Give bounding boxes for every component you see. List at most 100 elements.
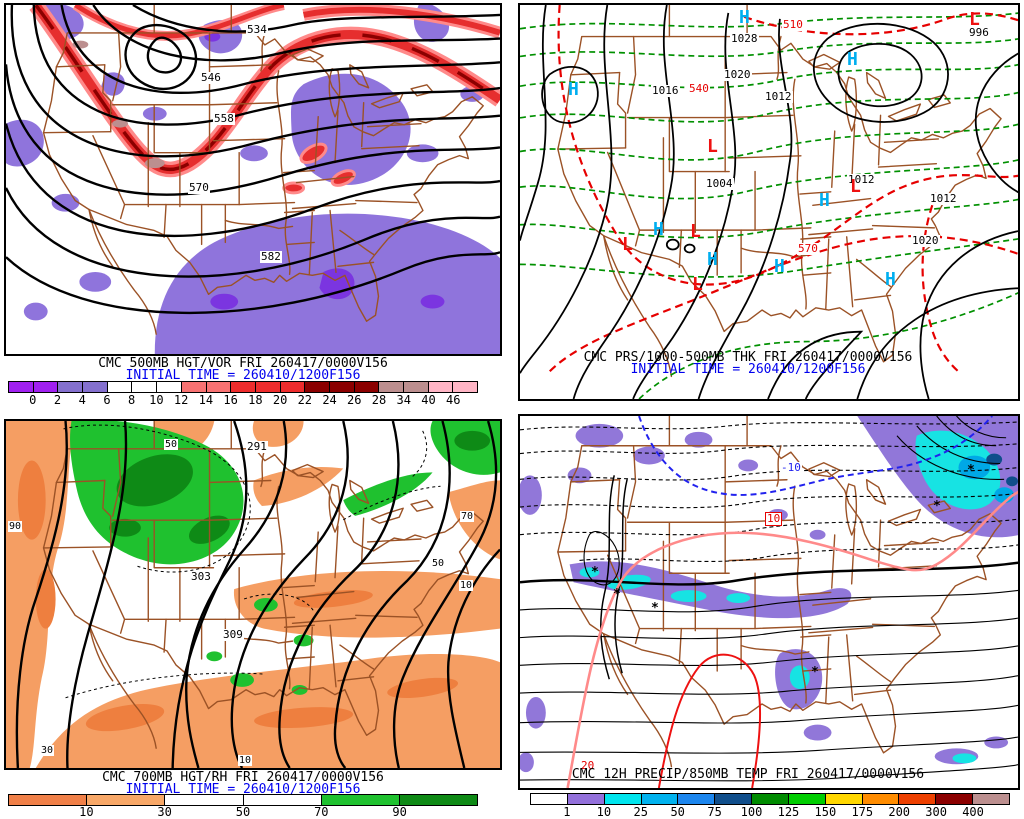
map-500mb-svg bbox=[6, 5, 500, 354]
colorbar-tick: 22 bbox=[297, 393, 313, 407]
panel-title: CMC 12H PRECIP/850MB TEMP FRI 260417/000… bbox=[571, 767, 925, 782]
colorbar-cell bbox=[9, 382, 34, 392]
colorbar-cell bbox=[788, 794, 826, 804]
colorbar-cell bbox=[428, 382, 454, 392]
vorticity-colorbar bbox=[8, 381, 478, 393]
colorbar-cell bbox=[9, 795, 88, 805]
rh-colorbar bbox=[8, 794, 478, 806]
map-mslp-thickness: 1028 1020 1016 1012 1004 1012 1012 1020 996 510 54… bbox=[518, 3, 1020, 401]
initial-time-caption: INITIAL TIME = 260410/1200F156 bbox=[125, 368, 361, 383]
colorbar-cell bbox=[899, 794, 937, 804]
colorbar-cell bbox=[567, 794, 605, 804]
colorbar-cell bbox=[862, 794, 900, 804]
colorbar-tick: 300 bbox=[925, 805, 947, 819]
state-borders-basemap bbox=[557, 5, 1002, 378]
colorbar-cell bbox=[33, 382, 59, 392]
colorbar-cell bbox=[305, 382, 330, 392]
mslp-contours bbox=[520, 5, 1018, 399]
colorbar-cell bbox=[255, 382, 281, 392]
colorbar-tick: 16 bbox=[223, 393, 238, 407]
colorbar-cell bbox=[678, 794, 716, 804]
colorbar-tick: 90 bbox=[392, 805, 407, 819]
map-500mb-hgt-vor: 534 546 558 570 582 bbox=[4, 3, 502, 356]
temp-contours-solid bbox=[520, 416, 1018, 782]
colorbar-tick: 26 bbox=[347, 393, 362, 407]
panel-title: CMC PRS/1000-500MB THK FRI 260417/0000V1… bbox=[583, 350, 913, 365]
precip-colorbar bbox=[530, 793, 1010, 805]
colorbar-cell bbox=[404, 382, 429, 392]
colorbar-tick: 400 bbox=[962, 805, 984, 819]
colorbar-tick: 12 bbox=[173, 393, 189, 407]
plus10-isotherm bbox=[657, 653, 761, 788]
colorbar-tick: 2 bbox=[53, 393, 62, 407]
colorbar-cell bbox=[329, 382, 355, 392]
colorbar-tick: 14 bbox=[198, 393, 214, 407]
colorbar-tick: 40 bbox=[421, 393, 436, 407]
colorbar-tick: 125 bbox=[777, 805, 800, 819]
map-mslp-svg bbox=[520, 5, 1018, 399]
colorbar-cell bbox=[354, 382, 380, 392]
minus10-isotherm bbox=[638, 416, 993, 496]
colorbar-tick: 100 bbox=[740, 805, 763, 819]
colorbar-tick: 30 bbox=[157, 805, 172, 819]
colorbar-tick: 25 bbox=[633, 805, 648, 819]
colorbar-cell bbox=[107, 382, 133, 392]
map-700mb-svg bbox=[6, 421, 500, 768]
colorbar-cell bbox=[87, 795, 166, 805]
colorbar-cell bbox=[206, 382, 232, 392]
colorbar-cell bbox=[321, 795, 400, 805]
colorbar-tick: 200 bbox=[888, 805, 911, 819]
map-precip-850temp: -10 10 20 * * * * * * bbox=[518, 414, 1020, 790]
zero-isotherm bbox=[566, 490, 1018, 788]
colorbar-tick: 1 bbox=[563, 805, 571, 819]
colorbar-tick: 0 bbox=[29, 393, 37, 407]
colorbar-tick: 8 bbox=[128, 393, 136, 407]
colorbar-tick: 75 bbox=[707, 805, 722, 819]
colorbar-cell bbox=[379, 382, 404, 392]
colorbar-tick: 28 bbox=[371, 393, 387, 407]
colorbar-cell bbox=[399, 795, 478, 805]
colorbar-tick: 34 bbox=[396, 393, 411, 407]
height-contours-500mb bbox=[6, 5, 500, 315]
colorbar-tick: 46 bbox=[445, 393, 461, 407]
map-precip-svg bbox=[520, 416, 1018, 788]
rh-shading bbox=[6, 421, 500, 768]
colorbar-tick: 50 bbox=[670, 805, 685, 819]
panel-title: CMC 500MB HGT/VOR FRI 260417/0000V156 bbox=[98, 356, 388, 371]
precip-colorbar-ticks: 1 10 25 50 75 100 125 150 175 200 300 400 bbox=[548, 806, 991, 818]
panel-700mb-hgt-rh: 291 303 309 50 90 70 50 10 30 10 CMC 700MB HGT/RH… bbox=[0, 410, 512, 819]
colorbar-tick: 150 bbox=[814, 805, 837, 819]
height-contours-700mb bbox=[15, 421, 500, 768]
colorbar-cell bbox=[181, 382, 207, 392]
colorbar-cell bbox=[604, 794, 642, 804]
colorbar-tick: 10 bbox=[596, 805, 612, 819]
colorbar-cell bbox=[641, 794, 679, 804]
colorbar-tick: 50 bbox=[235, 805, 251, 819]
colorbar-tick: 24 bbox=[322, 393, 337, 407]
panel-mslp-thickness: 1028 1020 1016 1012 1004 1012 1012 1020 996 510 54… bbox=[512, 0, 1024, 410]
panel-precip-850temp: -10 10 20 * * * * * * CMC 12H PRECIP/850MB TEMP … bbox=[512, 410, 1024, 819]
colorbar-cell bbox=[973, 794, 1009, 804]
colorbar-cell bbox=[231, 382, 256, 392]
colorbar-tick: 10 bbox=[79, 805, 94, 819]
rh-thin-contours bbox=[63, 424, 441, 699]
colorbar-cell bbox=[243, 795, 322, 805]
colorbar-cell bbox=[825, 794, 863, 804]
thickness-contours-red bbox=[548, 5, 1018, 375]
colorbar-cell bbox=[453, 382, 478, 392]
colorbar-tick: 18 bbox=[248, 393, 263, 407]
colorbar-cell bbox=[936, 794, 974, 804]
colorbar-cell bbox=[752, 794, 789, 804]
colorbar-cell bbox=[280, 382, 306, 392]
vorticity-shading bbox=[6, 5, 500, 354]
initial-time-caption: INITIAL TIME = 260410/1200F156 bbox=[125, 782, 361, 797]
colorbar-cell bbox=[165, 795, 244, 805]
colorbar-cell bbox=[58, 382, 84, 392]
map-700mb-hgt-rh: 291 303 309 50 90 70 50 10 30 10 bbox=[4, 419, 502, 770]
precip-shading bbox=[520, 416, 1018, 773]
rh-colorbar-ticks: 10 30 50 70 90 bbox=[47, 806, 439, 818]
colorbar-cell bbox=[531, 794, 568, 804]
colorbar-tick: 4 bbox=[78, 393, 86, 407]
colorbar-cell bbox=[83, 382, 108, 392]
